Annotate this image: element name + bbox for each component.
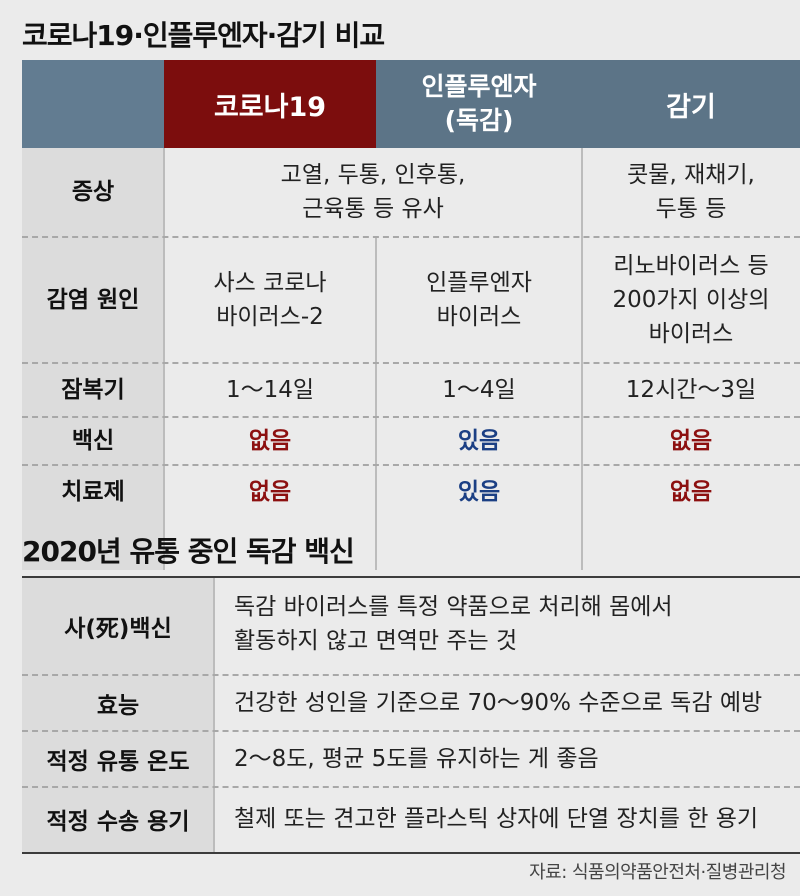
incubation-cold: 12시간～3일	[625, 377, 757, 403]
row-label-cause: 감염 원인	[46, 287, 140, 313]
column-divider	[375, 236, 377, 570]
vaccine-info-title: 2020년 유통 중인 독감 백신	[22, 535, 355, 568]
row-divider	[22, 362, 800, 364]
incubation-flu: 1～4일	[442, 377, 516, 403]
row-label-column	[22, 148, 164, 570]
symptoms-shared-line1: 고열, 두통, 인후통,	[280, 162, 466, 188]
row-label-vaccine: 백신	[71, 428, 115, 454]
row-label-incubation: 잠복기	[61, 377, 125, 403]
incubation-covid: 1～14일	[225, 377, 315, 403]
treatment-cold: 없음	[669, 479, 713, 505]
cause-cold-line3: 바이러스	[648, 321, 734, 347]
symptoms-cold: 콧물, 재채기, 두통 등	[582, 148, 800, 236]
header-covid: 코로나19	[164, 60, 376, 148]
column-divider	[581, 148, 583, 570]
row-divider	[22, 416, 800, 418]
vaccine-info-top-rule	[22, 576, 800, 578]
vaccine-flu: 있음	[457, 428, 501, 454]
row-divider	[22, 786, 800, 788]
symptoms-shared: 고열, 두통, 인후통, 근육통 등 유사	[164, 148, 582, 236]
cold-column	[582, 148, 800, 570]
cause-covid-line2: 바이러스-2	[216, 304, 324, 330]
header-flu-alias: (독감)	[444, 106, 514, 135]
vaccine-cold: 없음	[669, 428, 713, 454]
vaccine-info-desc: 2～8도, 평균 5도를 유지하는 게 좋음	[234, 746, 599, 772]
header-flu: 인플루엔자 (독감)	[376, 60, 582, 148]
cause-cold-line1: 리노바이러스 등	[613, 253, 769, 279]
header-flu-name: 인플루엔자	[421, 72, 537, 101]
row-divider	[22, 730, 800, 732]
vaccine-info-desc: 독감 바이러스를 특정 약품으로 처리해 몸에서 활동하지 않고 면역만 주는 …	[234, 590, 673, 662]
vaccine-info-label: 적정 유통 온도	[46, 749, 190, 775]
row-divider	[22, 236, 800, 238]
treatment-covid: 없음	[248, 479, 292, 505]
cause-cold: 리노바이러스 등 200가지 이상의 바이러스	[582, 238, 800, 362]
source-credit: 자료: 식품의약품안전처·질병관리청	[529, 862, 786, 883]
cause-covid-line1: 사스 코로나	[213, 270, 327, 296]
row-label-treatment: 치료제	[61, 479, 125, 505]
vaccine-info-bottom-rule	[22, 852, 800, 854]
vaccine-info-label: 효능	[96, 693, 140, 719]
vaccine-info-desc: 철제 또는 견고한 플라스틱 상자에 단열 장치를 한 용기	[234, 806, 759, 832]
header-cold: 감기	[582, 60, 800, 148]
treatment-flu: 있음	[457, 479, 501, 505]
column-divider	[213, 578, 215, 852]
symptoms-shared-line2: 근육통 등 유사	[302, 196, 444, 222]
cause-flu-line1: 인플루엔자	[426, 270, 532, 296]
comparison-title: 코로나19·인플루엔자·감기 비교	[22, 19, 385, 52]
row-divider	[22, 464, 800, 466]
row-label-symptoms: 증상	[71, 179, 115, 205]
cause-flu-line2: 바이러스	[436, 304, 522, 330]
row-divider	[22, 674, 800, 676]
cause-flu: 인플루엔자 바이러스	[376, 238, 582, 362]
header-blank-cell	[22, 60, 164, 148]
vaccine-covid: 없음	[248, 428, 292, 454]
vaccine-info-desc-line2: 활동하지 않고 면역만 주는 것	[234, 628, 518, 654]
covid-flu-column	[164, 148, 582, 570]
vaccine-info-desc: 건강한 성인을 기준으로 70～90% 수준으로 독감 예방	[234, 690, 763, 716]
vaccine-info-label: 적정 수송 용기	[46, 809, 190, 835]
cause-cold-line2: 200가지 이상의	[612, 287, 770, 313]
vaccine-info-desc-line1: 독감 바이러스를 특정 약품으로 처리해 몸에서	[234, 594, 673, 620]
vaccine-info-desc-column	[214, 578, 800, 852]
vaccine-info-label: 사(死)백신	[64, 616, 172, 642]
symptoms-cold-line2: 두통 등	[655, 196, 727, 222]
vaccine-info-label-column	[22, 578, 214, 852]
symptoms-cold-line1: 콧물, 재채기,	[627, 162, 755, 188]
vaccine-info-table: 사(死)백신 독감 바이러스를 특정 약품으로 처리해 몸에서 활동하지 않고 …	[22, 578, 800, 852]
column-divider	[163, 148, 165, 570]
cause-covid: 사스 코로나 바이러스-2	[164, 238, 376, 362]
